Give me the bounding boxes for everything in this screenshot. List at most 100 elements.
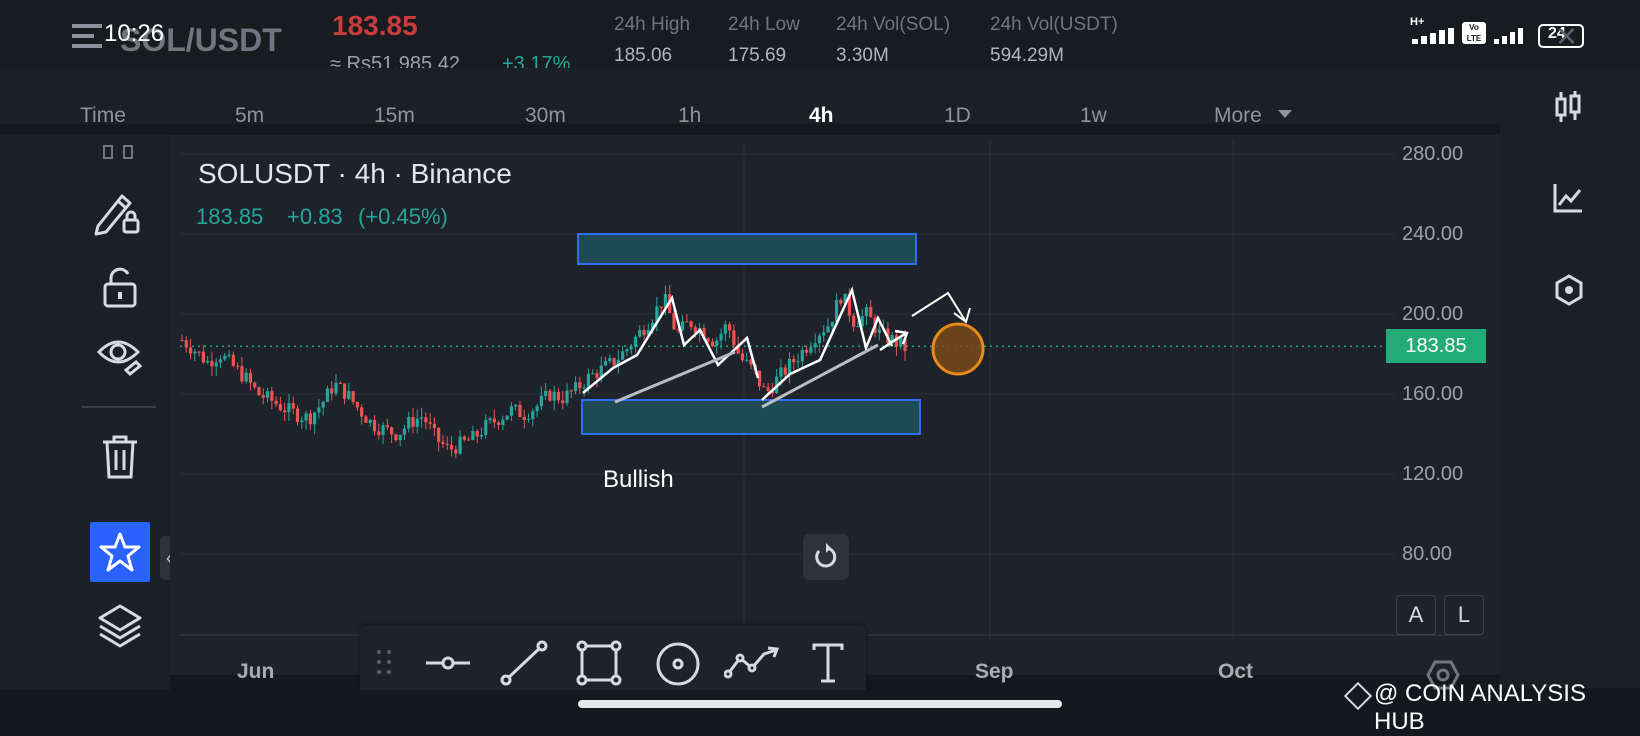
indicator-icon[interactable] bbox=[1554, 274, 1584, 306]
candle-body bbox=[342, 383, 347, 399]
header-price: 183.85 bbox=[332, 10, 418, 41]
candle-body bbox=[360, 407, 364, 417]
tab-5m[interactable]: 5m bbox=[235, 104, 265, 127]
candle-body bbox=[595, 373, 599, 379]
menu-icon[interactable] bbox=[72, 22, 102, 52]
candle-body bbox=[270, 391, 274, 401]
candle-body bbox=[689, 321, 693, 328]
pencil-lock-icon[interactable] bbox=[92, 190, 144, 240]
trend-line-icon[interactable] bbox=[500, 640, 548, 686]
tab-time[interactable]: Time bbox=[80, 104, 126, 127]
path-icon[interactable] bbox=[724, 644, 780, 682]
candle-body bbox=[313, 412, 317, 425]
candle-body bbox=[877, 329, 881, 333]
candle-body bbox=[822, 332, 826, 336]
y-tick-label: 280.00 bbox=[1402, 143, 1464, 165]
candle-body bbox=[539, 395, 543, 407]
candle-body bbox=[197, 351, 201, 353]
stat-value: 3.30M bbox=[836, 45, 889, 66]
candle-body bbox=[218, 359, 223, 363]
candle-body bbox=[505, 415, 509, 420]
unlock-icon[interactable] bbox=[102, 266, 138, 310]
candle-body bbox=[475, 431, 479, 437]
candle-body bbox=[240, 366, 244, 382]
candle-body bbox=[274, 400, 278, 405]
candle-body bbox=[300, 420, 304, 423]
home-indicator[interactable] bbox=[578, 700, 1062, 708]
chevron-down-icon[interactable] bbox=[1278, 110, 1292, 118]
close-icon[interactable]: × bbox=[1556, 15, 1578, 56]
target-circle bbox=[931, 322, 985, 376]
candle-body bbox=[257, 387, 261, 396]
tab-1d[interactable]: 1D bbox=[944, 104, 971, 127]
candle-body bbox=[458, 436, 462, 454]
candle-body bbox=[206, 360, 210, 363]
candle-body bbox=[727, 324, 732, 331]
tab-1h[interactable]: 1h bbox=[678, 104, 702, 127]
candle-body bbox=[621, 351, 625, 360]
reset-button[interactable] bbox=[803, 534, 849, 580]
timeframe-bar bbox=[0, 68, 1500, 124]
candle-body bbox=[899, 338, 903, 347]
candle-body bbox=[291, 403, 295, 409]
star-button[interactable] bbox=[90, 522, 150, 582]
candle-body bbox=[813, 343, 817, 348]
text-icon[interactable] bbox=[810, 642, 846, 684]
candle-body bbox=[578, 382, 582, 389]
symbol-title[interactable]: SOL/USDT bbox=[120, 22, 282, 58]
y-tick-label: 80.00 bbox=[1402, 543, 1453, 565]
candle-body bbox=[424, 417, 428, 423]
x-tick-label: Oct bbox=[1218, 660, 1254, 683]
reset-icon bbox=[815, 543, 837, 568]
horizontal-line-icon[interactable] bbox=[424, 650, 472, 676]
candle-body bbox=[509, 406, 514, 416]
tab-4h[interactable]: 4h bbox=[809, 104, 834, 127]
candle-body bbox=[214, 362, 218, 367]
tab-more[interactable]: More bbox=[1214, 104, 1262, 127]
candle-body bbox=[745, 359, 749, 361]
tab-15m[interactable]: 15m bbox=[374, 104, 415, 127]
candle-body bbox=[407, 416, 411, 429]
candle-body bbox=[685, 321, 689, 323]
tab-1w[interactable]: 1w bbox=[1080, 104, 1107, 127]
candle-body bbox=[347, 391, 351, 399]
trash-icon[interactable] bbox=[100, 434, 140, 480]
candle-body bbox=[608, 357, 612, 362]
auto-scale-button[interactable]: A bbox=[1396, 595, 1436, 635]
settings-hex-icon[interactable] bbox=[1426, 660, 1460, 690]
candle-body bbox=[351, 391, 355, 402]
tab-30m[interactable]: 30m bbox=[525, 104, 566, 127]
candle-body bbox=[629, 346, 633, 350]
candle-body bbox=[817, 335, 822, 344]
price-chart bbox=[180, 140, 1480, 640]
candle-body bbox=[325, 388, 330, 402]
candle-body bbox=[586, 373, 591, 388]
candle-body bbox=[633, 336, 638, 347]
candle-body bbox=[655, 306, 659, 323]
candle-body bbox=[544, 390, 548, 396]
candle-body bbox=[355, 401, 360, 408]
candle-body bbox=[676, 329, 680, 331]
log-scale-button[interactable]: L bbox=[1444, 595, 1484, 635]
candle-body bbox=[749, 359, 753, 365]
network-label: H+ bbox=[1410, 16, 1425, 28]
candle-body bbox=[248, 372, 253, 383]
candle-body bbox=[706, 338, 710, 342]
candle-body bbox=[381, 425, 385, 435]
candle-body bbox=[757, 370, 762, 387]
circle-icon[interactable] bbox=[654, 640, 702, 688]
candle-body bbox=[522, 417, 526, 420]
candle-body bbox=[826, 326, 830, 333]
candle-body bbox=[783, 367, 787, 375]
eye-icon[interactable] bbox=[96, 334, 146, 378]
candle-body bbox=[467, 439, 471, 441]
candle-body bbox=[441, 441, 445, 445]
candle-body bbox=[779, 367, 783, 377]
candlestick-icon[interactable] bbox=[1554, 90, 1582, 124]
drag-handle-icon[interactable] bbox=[374, 648, 394, 676]
candle-body bbox=[244, 372, 248, 382]
line-chart-icon[interactable] bbox=[1552, 182, 1584, 214]
layers-icon[interactable] bbox=[96, 602, 144, 648]
rectangle-icon[interactable] bbox=[576, 640, 622, 686]
candle-body bbox=[330, 388, 334, 394]
